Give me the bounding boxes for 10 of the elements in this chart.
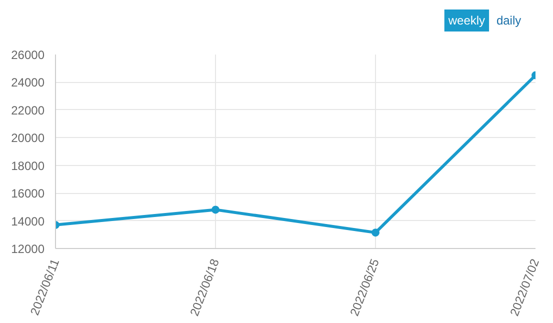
y-tick-label: 24000 bbox=[11, 76, 45, 90]
y-tick-label: 14000 bbox=[11, 214, 45, 228]
y-tick-label: 18000 bbox=[11, 158, 45, 173]
text: weekly bbox=[447, 14, 486, 28]
y-tick-label: 16000 bbox=[11, 186, 45, 201]
y-tick-label: 20000 bbox=[11, 131, 45, 146]
text: daily bbox=[496, 14, 522, 28]
y-tick-label: 12000 bbox=[11, 242, 45, 256]
y-tick-label: 26000 bbox=[11, 48, 45, 62]
y-tick-label: 22000 bbox=[11, 103, 45, 118]
